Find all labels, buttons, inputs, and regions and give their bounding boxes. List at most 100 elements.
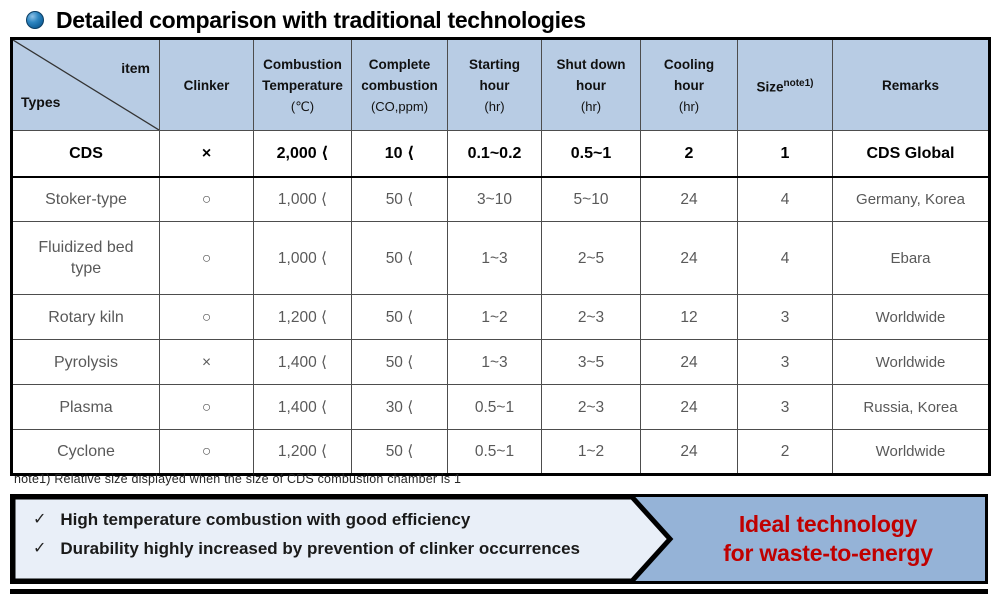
type-cell: Fluidized bed type [11,221,160,295]
corner-header-cell: item Types [11,38,160,131]
value-cell: 1~2 [447,294,542,340]
corner-label-types: Types [21,94,61,110]
column-header-clinker: Clinker [159,38,254,131]
conclusion-line-1: Ideal technology [738,511,918,537]
value-cell: × [159,339,254,385]
summary-bullet: ✓ Durability highly increased by preventi… [33,538,595,560]
header-row: item Types Clinker Combustion Temperature(… [11,38,990,131]
value-cell: 0.1~0.2 [447,130,542,178]
corner-label-item: item [121,60,150,76]
check-icon: ✓ [33,511,47,528]
value-cell: 24 [640,429,738,475]
value-cell: 24 [640,339,738,385]
value-cell: × [159,130,254,178]
value-cell: 50 ⟨ [351,339,448,385]
value-cell: CDS Global [832,130,990,178]
table-row: Fluidized bed type ○ 1,000 ⟨ 50 ⟨ 1~3 2~5 24 4 E… [11,221,990,295]
summary-banner: ✓ High temperature combustion with good e… [10,494,988,584]
value-cell: 1,400 ⟨ [253,339,352,385]
table-row: CDS × 2,000 ⟨ 10 ⟨ 0.1~0.2 0.5~1 2 1 CDS Global [11,130,990,178]
conclusion-line-2: for waste-to-energy [723,540,933,566]
value-cell: 1~2 [541,429,641,475]
value-cell: 50 ⟨ [351,429,448,475]
column-header-size: Sizenote1) [737,38,833,131]
value-cell: 0.5~1 [447,384,542,430]
value-cell: 1 [737,130,833,178]
value-cell: ○ [159,221,254,295]
value-cell: 1~3 [447,339,542,385]
value-cell: 1,000 ⟨ [253,221,352,295]
column-header-shut-down-hour: Shut down hour (hr) [541,38,641,131]
type-cell: Stoker-type [11,176,160,222]
value-cell: 12 [640,294,738,340]
value-cell: 1,400 ⟨ [253,384,352,430]
summary-bullet-text: Durability highly increased by preventio… [60,539,581,558]
value-cell: 30 ⟨ [351,384,448,430]
value-cell: 3 [737,294,833,340]
value-cell: 1,200 ⟨ [253,429,352,475]
type-cell: Cyclone [11,429,160,475]
value-cell: 1~3 [447,221,542,295]
table-row: Stoker-type ○ 1,000 ⟨ 50 ⟨ 3~10 5~10 24 4 German… [11,176,990,222]
title-bullet-icon [26,11,44,29]
value-cell: ○ [159,294,254,340]
summary-bullet: ✓ High temperature combustion with good e… [33,509,595,531]
value-cell: 2~3 [541,384,641,430]
table-row: Rotary kiln ○ 1,200 ⟨ 50 ⟨ 1~2 2~3 12 3 Worldwid… [11,294,990,340]
page-title: Detailed comparison with traditional tec… [56,6,586,33]
page-header: Detailed comparison with traditional tec… [26,5,586,35]
column-header-remarks: Remarks [832,38,990,131]
diagonal-divider [13,40,159,130]
value-cell: ○ [159,429,254,475]
value-cell: Ebara [832,221,990,295]
value-cell: 2~5 [541,221,641,295]
value-cell: 5~10 [541,176,641,222]
conclusion-text: Ideal technology for waste-to-energy [675,497,981,581]
value-cell: Worldwide [832,429,990,475]
value-cell: 4 [737,221,833,295]
value-cell: Russia, Korea [832,384,990,430]
value-cell: 50 ⟨ [351,294,448,340]
column-header-combustion-temperature: Combustion Temperature (℃) [253,38,352,131]
bottom-divider [10,589,988,594]
type-cell: Pyrolysis [11,339,160,385]
summary-bullet-list: ✓ High temperature combustion with good e… [33,502,595,560]
value-cell: 2 [640,130,738,178]
value-cell: ○ [159,384,254,430]
value-cell: 3 [737,384,833,430]
type-cell: Plasma [11,384,160,430]
footnote: note1) Relative size displayed when the … [14,472,462,486]
table-row: Pyrolysis × 1,400 ⟨ 50 ⟨ 1~3 3~5 24 3 Worldwide [11,339,990,385]
value-cell: 50 ⟨ [351,221,448,295]
value-cell: 3~5 [541,339,641,385]
column-header-complete-combustion: Complete combustion (CO,ppm) [351,38,448,131]
value-cell: 2,000 ⟨ [253,130,352,178]
value-cell: 4 [737,176,833,222]
comparison-table: item Types Clinker Combustion Temperature(… [10,37,991,476]
value-cell: 3~10 [447,176,542,222]
check-icon: ✓ [33,540,47,557]
summary-bullet-text: High temperature combustion with good ef… [60,510,471,529]
value-cell: Worldwide [832,339,990,385]
value-cell: 2 [737,429,833,475]
value-cell: 1,000 ⟨ [253,176,352,222]
column-header-starting-hour: Starting hour (hr) [447,38,542,131]
value-cell: 24 [640,176,738,222]
table-row: Plasma ○ 1,400 ⟨ 30 ⟨ 0.5~1 2~3 24 3 Russia, Kor… [11,384,990,430]
value-cell: 24 [640,221,738,295]
value-cell: 50 ⟨ [351,176,448,222]
value-cell: 0.5~1 [541,130,641,178]
value-cell: 1,200 ⟨ [253,294,352,340]
table-row: Cyclone ○ 1,200 ⟨ 50 ⟨ 0.5~1 1~2 24 2 Worldwide [11,429,990,475]
type-cell: Rotary kiln [11,294,160,340]
column-header-cooling-hour: Cooling hour (hr) [640,38,738,131]
value-cell: 3 [737,339,833,385]
value-cell: Worldwide [832,294,990,340]
value-cell: 0.5~1 [447,429,542,475]
value-cell: 24 [640,384,738,430]
type-cell: CDS [11,130,160,178]
value-cell: 10 ⟨ [351,130,448,178]
value-cell: 2~3 [541,294,641,340]
value-cell: ○ [159,176,254,222]
value-cell: Germany, Korea [832,176,990,222]
